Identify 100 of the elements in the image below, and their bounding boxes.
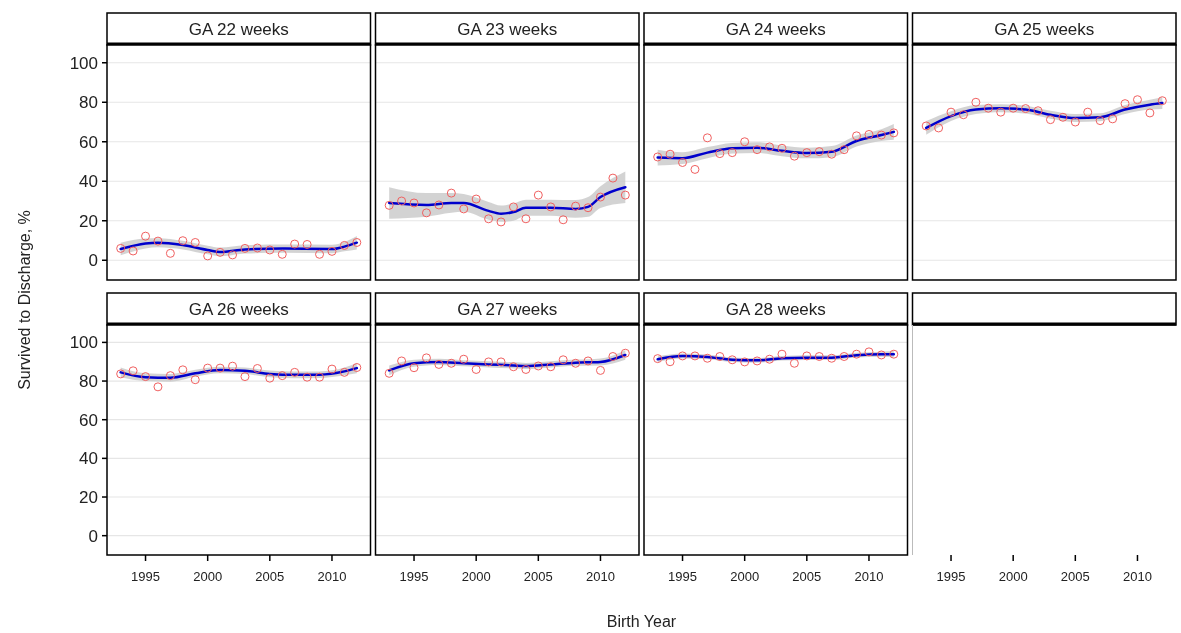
point xyxy=(802,148,812,158)
point xyxy=(434,359,444,369)
point xyxy=(921,121,931,131)
point xyxy=(165,248,175,258)
point xyxy=(727,355,737,365)
point xyxy=(852,131,862,141)
point xyxy=(228,361,238,371)
point xyxy=(421,208,431,218)
point xyxy=(595,365,605,375)
y-tick-label: 60 xyxy=(79,132,98,152)
point xyxy=(128,246,138,256)
point xyxy=(165,371,175,381)
point xyxy=(409,198,419,208)
point xyxy=(983,103,993,113)
point xyxy=(128,366,138,376)
point xyxy=(765,354,775,364)
point xyxy=(814,147,824,157)
point xyxy=(608,173,618,183)
point xyxy=(777,143,787,153)
y-tick-label: 80 xyxy=(79,372,98,392)
point xyxy=(508,202,518,212)
chart-title: GA 28 weeks xyxy=(725,300,826,319)
point xyxy=(153,236,163,246)
point xyxy=(971,97,981,107)
point xyxy=(665,149,675,159)
point xyxy=(421,353,431,363)
point xyxy=(715,149,725,159)
point xyxy=(521,364,531,374)
point xyxy=(471,364,481,374)
point xyxy=(352,363,362,373)
y-tick-label: 80 xyxy=(79,93,98,113)
point xyxy=(620,348,630,358)
point xyxy=(446,358,456,368)
point xyxy=(889,128,899,138)
point xyxy=(789,358,799,368)
x-tick-label: 1995 xyxy=(131,569,160,584)
chart-title: GA 27 weeks xyxy=(457,300,558,319)
point xyxy=(315,249,325,259)
point xyxy=(471,194,481,204)
y-tick-label: 20 xyxy=(79,211,98,231)
point xyxy=(384,200,394,210)
point xyxy=(203,251,213,261)
point xyxy=(484,214,494,224)
point xyxy=(702,353,712,363)
point xyxy=(1132,95,1142,105)
point xyxy=(827,149,837,159)
point xyxy=(240,243,250,253)
point xyxy=(1120,99,1130,109)
point xyxy=(620,190,630,200)
x-tick-label: 2005 xyxy=(255,569,285,584)
point xyxy=(876,130,886,140)
point xyxy=(290,239,300,249)
x-tick-label: 2010 xyxy=(317,569,347,584)
x-tick-label: 2005 xyxy=(1060,569,1090,584)
x-tick-label: 1995 xyxy=(399,569,429,584)
y-tick-label: 60 xyxy=(79,410,98,430)
point xyxy=(228,250,238,260)
point xyxy=(583,356,593,366)
point xyxy=(852,349,862,359)
point xyxy=(521,214,531,224)
point xyxy=(1070,117,1080,127)
point xyxy=(277,249,287,259)
point xyxy=(252,363,262,373)
point xyxy=(789,151,799,161)
y-tick-label: 100 xyxy=(69,333,98,353)
point xyxy=(546,362,556,372)
point xyxy=(315,372,325,382)
point xyxy=(958,110,968,120)
point xyxy=(595,192,605,202)
point xyxy=(1058,112,1068,122)
y-tick-label: 40 xyxy=(79,449,98,469)
point xyxy=(1033,106,1043,116)
y-axis-title: Survived to Discharge, % xyxy=(16,210,33,390)
point xyxy=(1145,108,1155,118)
point xyxy=(1045,115,1055,125)
x-tick-label: 2000 xyxy=(998,569,1028,584)
point xyxy=(327,246,337,256)
x-tick-label: 1995 xyxy=(936,569,966,584)
point xyxy=(533,361,543,371)
point xyxy=(302,239,312,249)
point xyxy=(215,247,225,257)
point xyxy=(141,372,151,382)
point xyxy=(876,350,886,360)
point xyxy=(459,354,469,364)
point xyxy=(727,148,737,158)
point xyxy=(190,375,200,385)
x-tick-label: 2010 xyxy=(854,569,884,584)
point xyxy=(339,240,349,250)
x-tick-label: 2000 xyxy=(730,569,760,584)
point xyxy=(327,364,337,374)
y-tick-label: 0 xyxy=(88,526,98,546)
point xyxy=(802,351,812,361)
point xyxy=(546,202,556,212)
point xyxy=(496,217,506,227)
x-tick-label: 2010 xyxy=(1123,569,1152,584)
point xyxy=(752,145,762,155)
point xyxy=(752,356,762,366)
x-tick-label: 1995 xyxy=(668,569,697,584)
point xyxy=(397,196,407,206)
point xyxy=(533,190,543,200)
